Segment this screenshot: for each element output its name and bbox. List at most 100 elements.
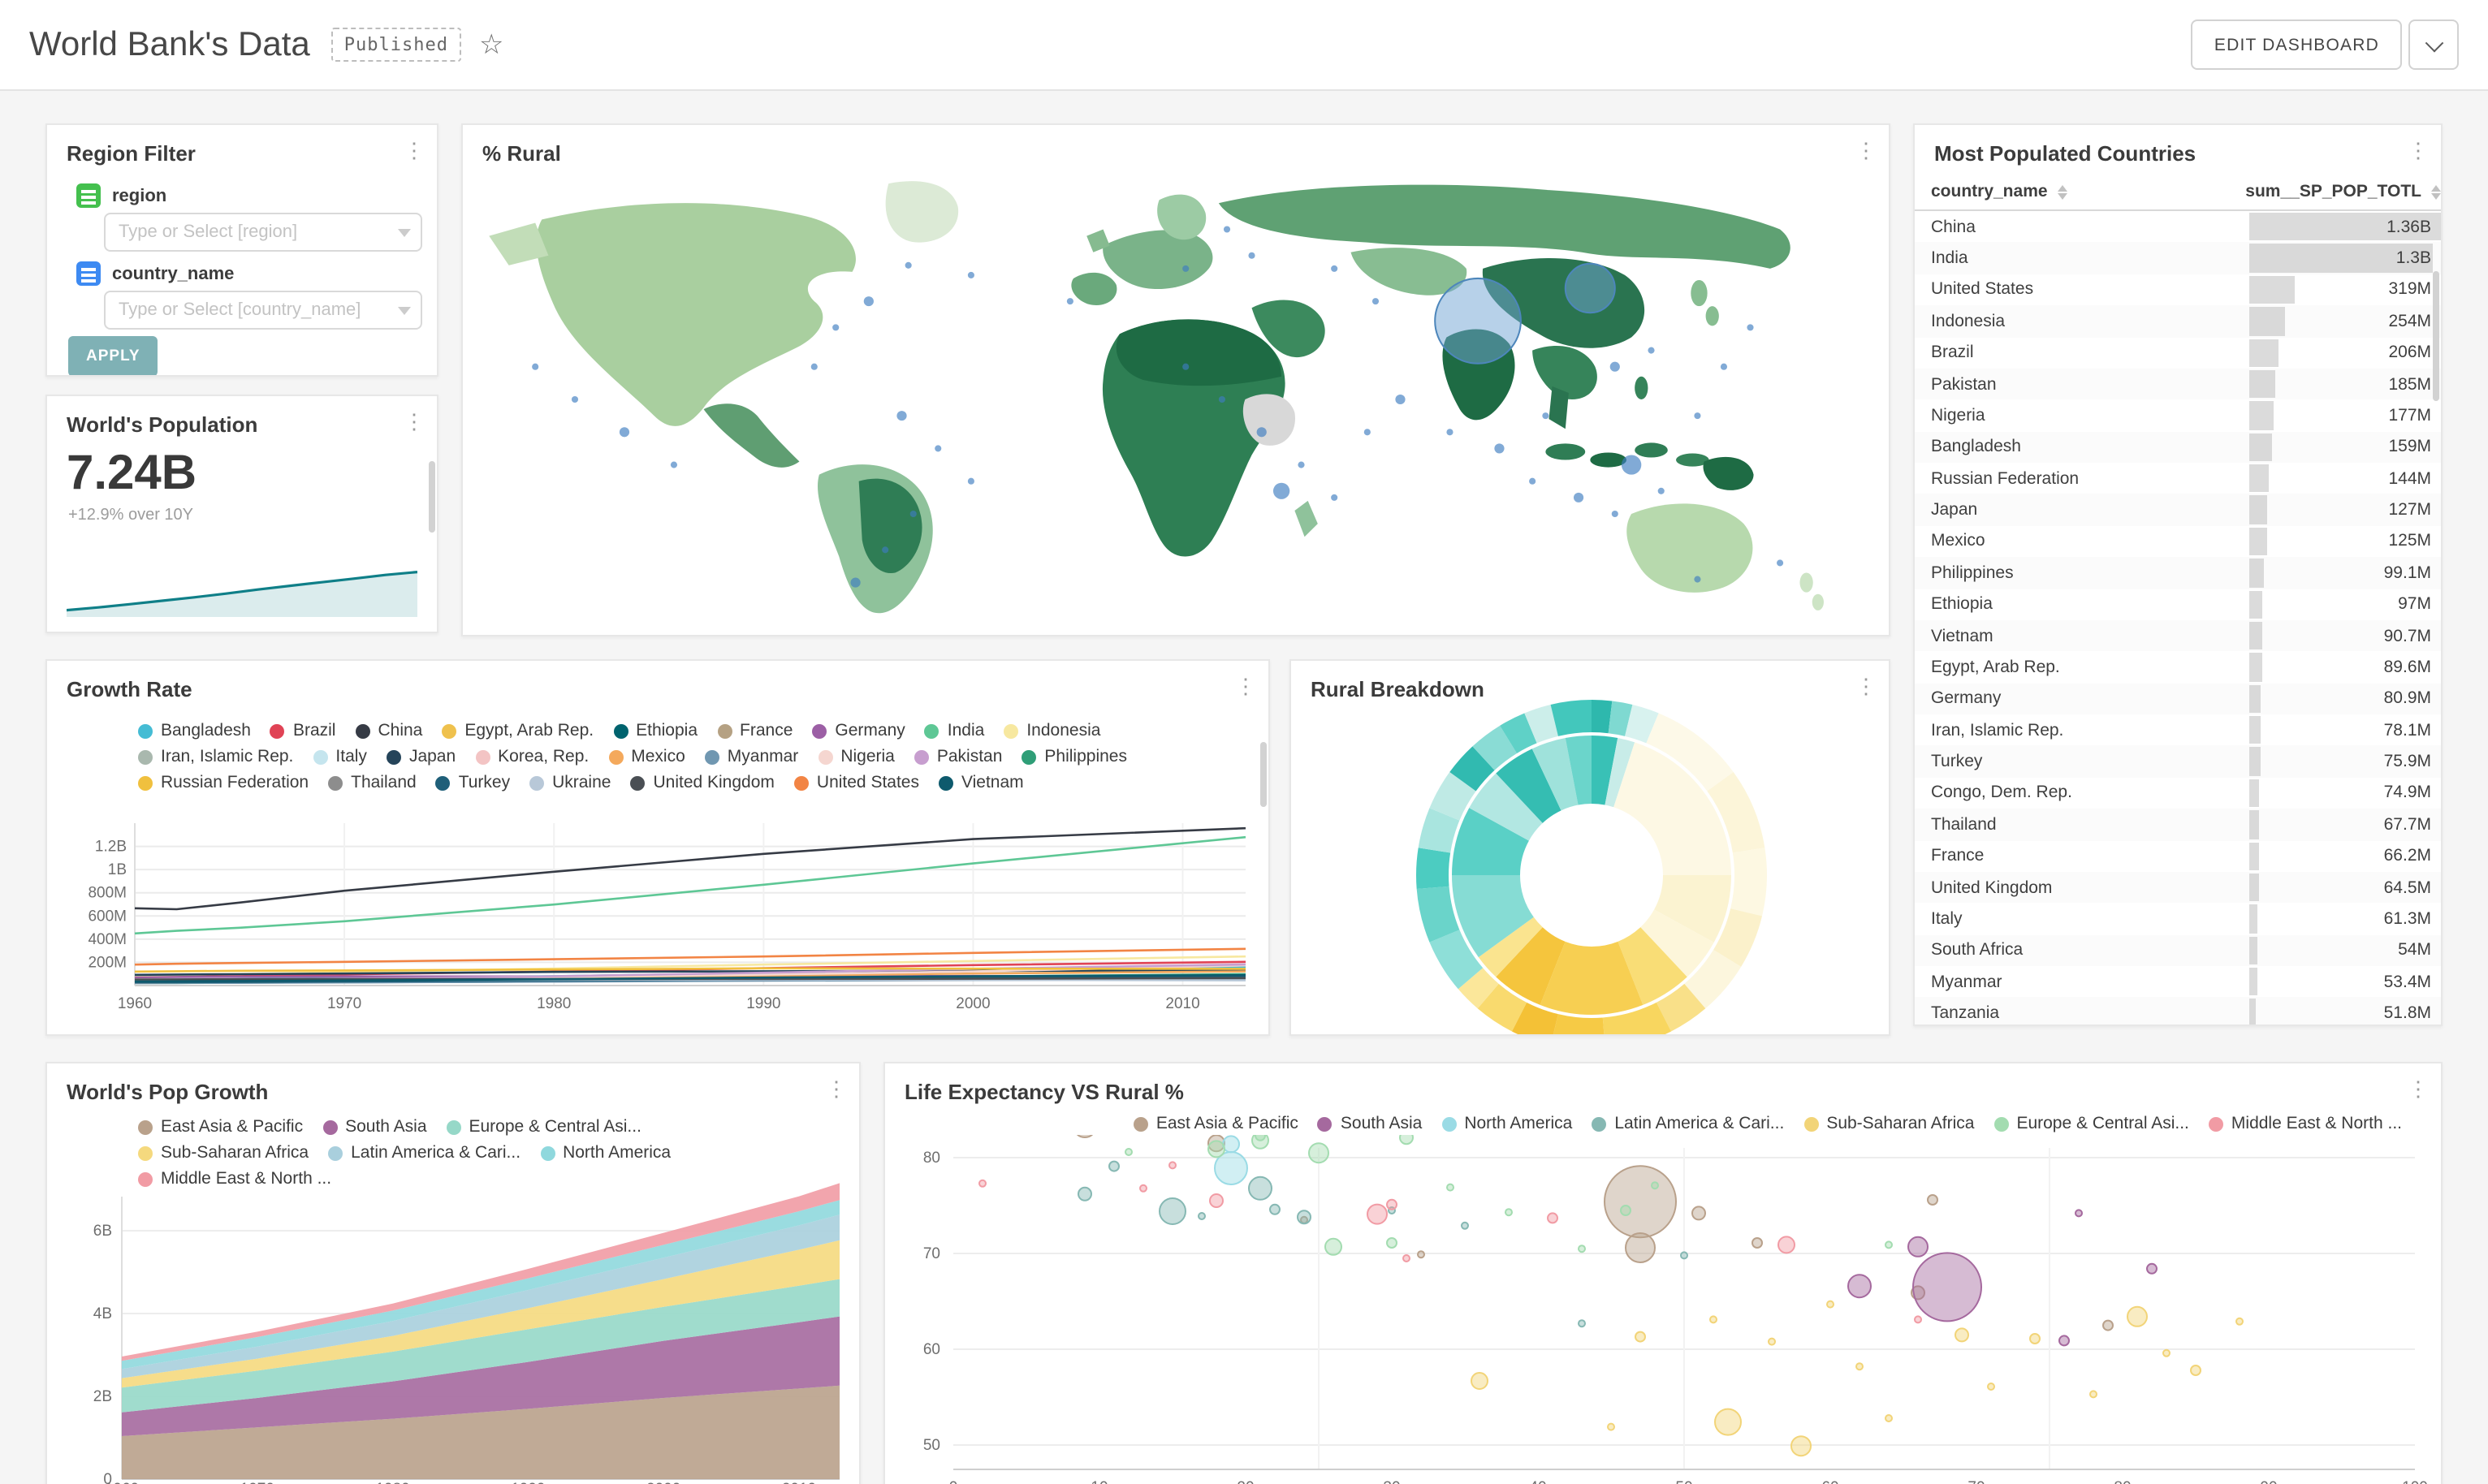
- legend-item[interactable]: India: [924, 719, 984, 744]
- svg-text:2010: 2010: [782, 1481, 816, 1484]
- legend-item[interactable]: Germany: [812, 719, 905, 744]
- dashboard-title: World Bank's Data: [29, 25, 310, 63]
- svg-text:10: 10: [1091, 1479, 1108, 1484]
- legend-item[interactable]: United Kingdom: [630, 771, 775, 796]
- legend-item[interactable]: Sub-Saharan Africa: [1803, 1112, 1974, 1137]
- world-map-chart: [489, 181, 1824, 614]
- svg-text:600M: 600M: [88, 908, 127, 925]
- legend-item[interactable]: Vietnam: [939, 771, 1024, 796]
- legend-item[interactable]: North America: [540, 1141, 671, 1166]
- scrollbar[interactable]: [429, 461, 435, 533]
- more-options-icon[interactable]: ⋮: [2408, 1076, 2429, 1101]
- legend-dot: [529, 776, 545, 791]
- country-select-input[interactable]: [104, 291, 422, 330]
- sort-icon: [2057, 184, 2067, 199]
- svg-text:200M: 200M: [88, 954, 127, 971]
- svg-text:1970: 1970: [327, 995, 361, 1012]
- table-row: Italy 61.3M: [1915, 904, 2441, 935]
- legend-item[interactable]: Sub-Saharan Africa: [138, 1141, 309, 1166]
- map-region-brazil: [858, 478, 922, 574]
- legend-dot: [138, 1172, 153, 1187]
- legend-item[interactable]: Iran, Islamic Rep.: [138, 745, 293, 770]
- legend-item[interactable]: Ethiopia: [613, 719, 698, 744]
- legend-item[interactable]: South Asia: [1317, 1112, 1422, 1137]
- legend-item[interactable]: Middle East & North ...: [2208, 1112, 2402, 1137]
- country-select: [104, 291, 422, 330]
- legend-item[interactable]: East Asia & Pacific: [1133, 1112, 1298, 1137]
- legend-item[interactable]: Myanmar: [704, 745, 798, 770]
- legend-item[interactable]: Egypt, Arab Rep.: [442, 719, 594, 744]
- svg-text:30: 30: [1383, 1479, 1400, 1484]
- legend-dot: [386, 750, 401, 765]
- legend-dot: [446, 1120, 461, 1135]
- legend-item[interactable]: Italy: [313, 745, 367, 770]
- legend-item[interactable]: Nigeria: [818, 745, 895, 770]
- legend-item[interactable]: United States: [793, 771, 919, 796]
- legend-item[interactable]: Middle East & North ...: [138, 1167, 331, 1192]
- scrollbar[interactable]: [1260, 742, 1267, 807]
- legend-item[interactable]: Korea, Rep.: [475, 745, 589, 770]
- favorite-star-icon[interactable]: ☆: [478, 29, 504, 60]
- sort-icon: [2431, 184, 2441, 199]
- more-options-icon[interactable]: ⋮: [1855, 674, 1877, 698]
- legend-item[interactable]: Turkey: [435, 771, 510, 796]
- region-select-input[interactable]: [104, 213, 422, 252]
- legend-item[interactable]: Bangladesh: [138, 719, 251, 744]
- map-region-greenland: [885, 181, 959, 243]
- more-options-icon[interactable]: ⋮: [1855, 138, 1877, 162]
- legend-item[interactable]: Mexico: [608, 745, 685, 770]
- more-options-icon[interactable]: ⋮: [826, 1076, 847, 1101]
- legend-item[interactable]: Europe & Central Asi...: [446, 1115, 641, 1140]
- rural-map-card: % Rural ⋮: [461, 123, 1890, 636]
- legend-item[interactable]: Japan: [386, 745, 456, 770]
- header-dropdown-button[interactable]: [2408, 19, 2459, 70]
- map-region-central-america: [703, 403, 800, 468]
- legend-item[interactable]: East Asia & Pacific: [138, 1115, 303, 1140]
- rural-breakdown-card: Rural Breakdown ⋮: [1289, 659, 1890, 1036]
- legend-item[interactable]: Pakistan: [914, 745, 1002, 770]
- legend-item[interactable]: France: [717, 719, 793, 744]
- map-region-north-africa: [1116, 319, 1282, 386]
- column-header-population[interactable]: sum__SP_POP_TOTL: [2235, 182, 2441, 201]
- legend-item[interactable]: Latin America & Cari...: [328, 1141, 520, 1166]
- legend-item[interactable]: Thailand: [328, 771, 417, 796]
- apply-button[interactable]: APPLY: [68, 336, 158, 375]
- legend-dot: [313, 750, 328, 765]
- filter-icon: [76, 183, 101, 208]
- svg-text:70: 70: [1968, 1479, 1985, 1484]
- legend-item[interactable]: Indonesia: [1004, 719, 1100, 744]
- table-row: Indonesia 254M: [1915, 305, 2441, 337]
- table-row: Congo, Dem. Rep. 74.9M: [1915, 778, 2441, 809]
- filter-icon: [76, 261, 101, 286]
- more-options-icon[interactable]: ⋮: [2408, 138, 2429, 162]
- life-expectancy-card: Life Expectancy VS Rural % ⋮ East Asia &…: [883, 1062, 2443, 1484]
- filter-field-label: country_name: [112, 264, 235, 283]
- map-region-uk: [1086, 229, 1110, 252]
- legend-item[interactable]: Russian Federation: [138, 771, 309, 796]
- growth-rate-legend: Bangladesh Brazil China Egypt, Arab Rep. Eth…: [138, 719, 1255, 796]
- legend-dot: [793, 776, 809, 791]
- column-header-country[interactable]: country_name: [1915, 182, 2235, 201]
- legend-item[interactable]: South Asia: [322, 1115, 427, 1140]
- legend-item[interactable]: Brazil: [270, 719, 335, 744]
- map-region-central-asia: [1350, 248, 1467, 296]
- legend-item[interactable]: Ukraine: [529, 771, 611, 796]
- map-region-japan: [1705, 306, 1719, 326]
- pop-growth-legend: East Asia & Pacific South Asia Europe & Ce…: [138, 1115, 836, 1192]
- more-options-icon[interactable]: ⋮: [1235, 674, 1256, 698]
- legend-item[interactable]: Latin America & Cari...: [1592, 1112, 1784, 1137]
- legend-item[interactable]: China: [355, 719, 422, 744]
- more-options-icon[interactable]: ⋮: [404, 409, 425, 434]
- legend-item[interactable]: Europe & Central Asi...: [1993, 1112, 2189, 1137]
- legend-item[interactable]: Philippines: [1022, 745, 1127, 770]
- edit-dashboard-button[interactable]: EDIT DASHBOARD: [2191, 19, 2402, 70]
- legend-item[interactable]: North America: [1441, 1112, 1572, 1137]
- legend-dot: [1803, 1117, 1819, 1132]
- published-badge[interactable]: Published: [330, 28, 461, 62]
- svg-text:60: 60: [1821, 1479, 1838, 1484]
- region-select: [104, 213, 422, 252]
- filter-field-country: country_name: [76, 261, 234, 286]
- more-options-icon[interactable]: ⋮: [404, 138, 425, 162]
- scrollbar[interactable]: [2433, 271, 2439, 401]
- map-region-north-america: [536, 203, 856, 426]
